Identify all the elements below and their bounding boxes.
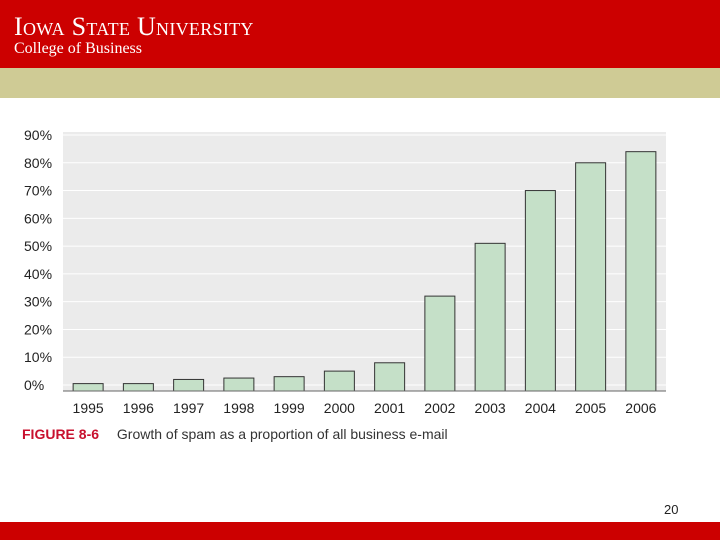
- bar-2002: [424, 295, 456, 392]
- bar-2003: [474, 242, 506, 392]
- y-tick-label: 0%: [24, 377, 44, 393]
- bar-1999: [273, 376, 305, 392]
- figure-caption: FIGURE 8-6 Growth of spam as a proportio…: [22, 427, 448, 441]
- plot-background: [63, 132, 666, 391]
- caption-text: Growth of spam as a proportion of all bu…: [116, 426, 448, 442]
- accent-band: [0, 68, 720, 98]
- bar-2006: [625, 151, 657, 392]
- y-tick-label: 70%: [24, 183, 52, 199]
- bar-1995: [72, 383, 104, 392]
- bar-1997: [173, 378, 205, 392]
- page-number: 20: [664, 502, 679, 517]
- university-name: Iowa State University: [14, 12, 254, 41]
- chart-container: 0% 10% 20% 30% 40% 50% 60% 70% 80% 90% 1995 1996 199…: [0, 98, 720, 518]
- spam-growth-chart: 0% 10% 20% 30% 40% 50% 60% 70% 80% 90% 1995 1996 199…: [24, 127, 666, 416]
- bar-2000: [323, 370, 355, 392]
- bar-2004: [524, 190, 556, 392]
- x-tick-label: 2006: [625, 400, 656, 416]
- bar-2005: [575, 162, 607, 392]
- bar-2001: [374, 362, 406, 392]
- figure-label: FIGURE 8-6: [22, 426, 100, 442]
- college-name: College of Business: [14, 40, 142, 57]
- x-tick-label: 1998: [223, 400, 254, 416]
- x-tick-label: 2000: [324, 400, 355, 416]
- bar-1998: [223, 377, 255, 392]
- x-tick-label: 2003: [475, 400, 506, 416]
- y-tick-label: 80%: [24, 155, 52, 171]
- x-tick-label: 2001: [374, 400, 405, 416]
- bar-1996: [122, 383, 154, 392]
- x-tick-label: 1999: [274, 400, 305, 416]
- y-tick-label: 30%: [24, 294, 52, 310]
- y-tick-label: 10%: [24, 349, 52, 365]
- y-tick-label: 90%: [24, 127, 52, 143]
- y-tick-label: 50%: [24, 238, 52, 254]
- header-bar: Iowa State University College of Busines…: [0, 0, 720, 68]
- x-tick-label: 2002: [424, 400, 455, 416]
- x-tick-label: 1997: [173, 400, 204, 416]
- x-tick-label: 1996: [123, 400, 154, 416]
- x-tick-label: 2005: [575, 400, 606, 416]
- footer-bar: [0, 522, 720, 540]
- x-tick-label: 1995: [73, 400, 104, 416]
- y-tick-label: 20%: [24, 321, 52, 337]
- y-tick-label: 60%: [24, 210, 52, 226]
- y-tick-label: 40%: [24, 266, 52, 282]
- x-tick-label: 2004: [525, 400, 556, 416]
